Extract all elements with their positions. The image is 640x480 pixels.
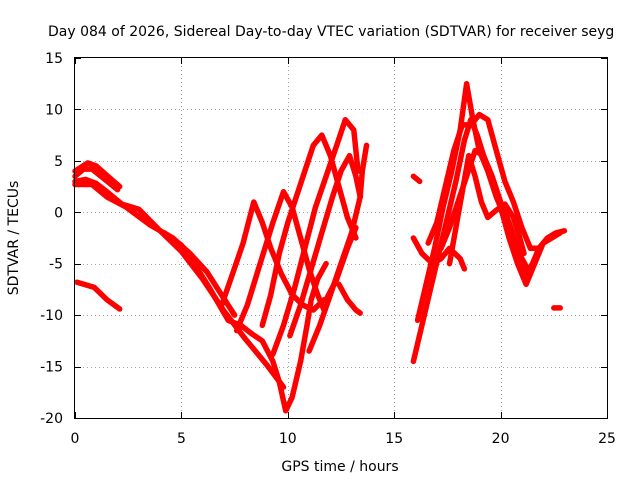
x-axis-label: GPS time / hours [281,459,398,475]
y-tick-label: -10 [40,308,63,324]
series-track-6 [161,230,329,414]
series-track-13 [323,224,359,303]
series-track-11 [287,152,363,339]
x-tick-label: 25 [598,431,616,447]
plot-frame [74,57,608,419]
series-track-9 [259,132,359,329]
series-track-2 [72,166,121,193]
y-tick-label: 10 [45,102,63,118]
series-track-10 [270,116,361,357]
x-tick-label: 20 [492,431,510,447]
series-track-1 [72,160,123,190]
series-track-21 [446,152,527,267]
x-tick-label: 5 [177,431,186,447]
y-tick-label: -20 [40,411,63,427]
data-layer [72,80,568,414]
y-tick-label: 15 [45,51,63,67]
y-axis-label: SDTVAR / TECUs [6,181,22,296]
grid-layer [75,58,607,418]
y-tick-label: 0 [54,205,63,221]
chart-title: Day 084 of 2026, Sidereal Day-to-day VTE… [48,24,614,40]
x-tick-label: 15 [385,431,403,447]
y-tick-label: -5 [49,257,63,273]
y-tick-label: -15 [40,360,63,376]
series-track-8 [233,188,327,334]
series-track-7 [219,199,327,313]
series-track-15 [410,173,423,185]
series-track-5 [74,279,123,312]
series-track-16 [410,235,468,272]
series-track-14 [336,281,363,316]
tick-layer: 0 5 10 15 20 25 -20 -15 -10 -5 0 5 10 15 [40,51,616,447]
x-tick-label: 10 [279,431,297,447]
x-tick-label: 0 [71,431,80,447]
series-track-19 [425,111,568,252]
y-tick-label: 5 [54,154,63,170]
series-track-4 [72,181,238,318]
